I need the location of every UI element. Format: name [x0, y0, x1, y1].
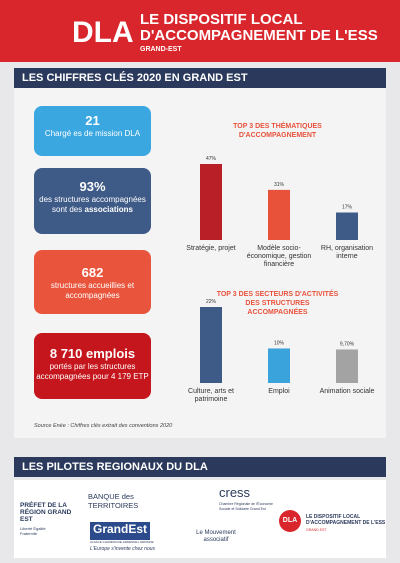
chart: TOP 3 DES THÉMATIQUES D'ACCOMPAGNEMENT 47… — [165, 122, 390, 282]
source: Source Enée : Chiffres clés extrait des … — [34, 423, 173, 429]
logo-text: Chambre Régionale de l'Économie Sociale … — [219, 502, 273, 511]
header-subtitle: GRAND-EST — [140, 46, 182, 53]
stat-text: portés par les structures accompagnées p… — [36, 362, 149, 381]
category-label: Emploi — [268, 388, 290, 395]
category-label: Animation sociale — [319, 388, 375, 395]
stat-value: 8 710 emplois — [49, 346, 136, 361]
value-label: 22% — [206, 299, 217, 305]
stat-value: 682 — [81, 265, 104, 280]
stat-value: 21 — [85, 113, 100, 128]
logo: DLA — [72, 16, 134, 49]
logo-text: Liberté Égalité Fraternité — [20, 526, 46, 536]
chart: TOP 3 DES SECTEURS D'ACTIVITÉS DES STRUC… — [165, 290, 390, 425]
section-title: LES PILOTES REGIONAUX DU DLA — [14, 457, 386, 477]
stat-value: 93% — [79, 179, 106, 194]
stat-box: 93% des structures accompagnées sont des … — [34, 168, 151, 234]
category-label: Stratégie, projet — [186, 245, 236, 252]
stat-text: Chargé es de mission DLA — [44, 129, 141, 138]
plot: 47% 31% 17% — [200, 156, 358, 240]
bar — [336, 212, 358, 240]
category-label: Culture, arts et patrimoine — [188, 388, 234, 403]
stat-bold: associations — [84, 205, 133, 214]
section-title: LES CHIFFRES CLÉS 2020 EN GRAND EST — [14, 68, 386, 88]
logo-text: GrandEst — [90, 522, 150, 540]
logo-text: DLA — [279, 510, 301, 532]
plot: 22% 10% 9,70% — [200, 299, 358, 383]
chart-title: TOP 3 DES SECTEURS D'ACTIVITÉS DES STRUC… — [216, 291, 339, 316]
value-label: 17% — [342, 205, 353, 211]
logo-text: cress — [219, 485, 251, 500]
logo-text: LE DISPOSITIF LOCAL D'ACCOMPAGNEMENT DE … — [306, 514, 386, 526]
bar — [200, 164, 222, 240]
stat-box: 21 Chargé es de mission DLA — [34, 106, 151, 156]
header: DLA LE DISPOSITIF LOCAL D'ACCOMPAGNEMENT… — [0, 0, 400, 62]
stat-box: 682 structures accueillies et accompagnée… — [34, 250, 151, 314]
logo-text: ALSACE CHAMPAGNE-ARDENNE LORRAINE — [90, 540, 154, 544]
logos: PRÉFET DE LA RÉGION GRAND EST Liberté Ég… — [14, 480, 386, 558]
logo-text: Le Mouvement associatif — [196, 530, 236, 543]
header-title: LE DISPOSITIF LOCAL D'ACCOMPAGNEMENT DE … — [140, 11, 378, 44]
stat-box: 8 710 emplois portés par les structures a… — [34, 333, 151, 399]
value-label: 31% — [274, 182, 285, 188]
bar — [268, 189, 290, 240]
chart-title: TOP 3 DES THÉMATIQUES D'ACCOMPAGNEMENT — [233, 123, 322, 139]
logo-text: GRAND EST — [306, 528, 327, 532]
bar — [200, 307, 222, 383]
logo-text: L'Europe s'invente chez nous — [90, 546, 156, 552]
value-label: 10% — [274, 340, 285, 346]
stat-text: des structures accompagnées sont des — [39, 195, 146, 214]
logo-text: PRÉFET DE LA RÉGION GRAND EST — [20, 502, 72, 523]
bar — [336, 349, 358, 383]
category-label: Modèle socio-économique, gestion financi… — [246, 245, 312, 268]
value-label: 9,70% — [340, 341, 355, 347]
stat-text: structures accueillies et accompagnées — [50, 281, 135, 300]
logo-text: BANQUE des TERRITOIRES — [88, 492, 139, 510]
category-label: RH, organisation interne — [320, 245, 374, 260]
bar — [268, 348, 290, 383]
value-label: 47% — [206, 156, 217, 162]
